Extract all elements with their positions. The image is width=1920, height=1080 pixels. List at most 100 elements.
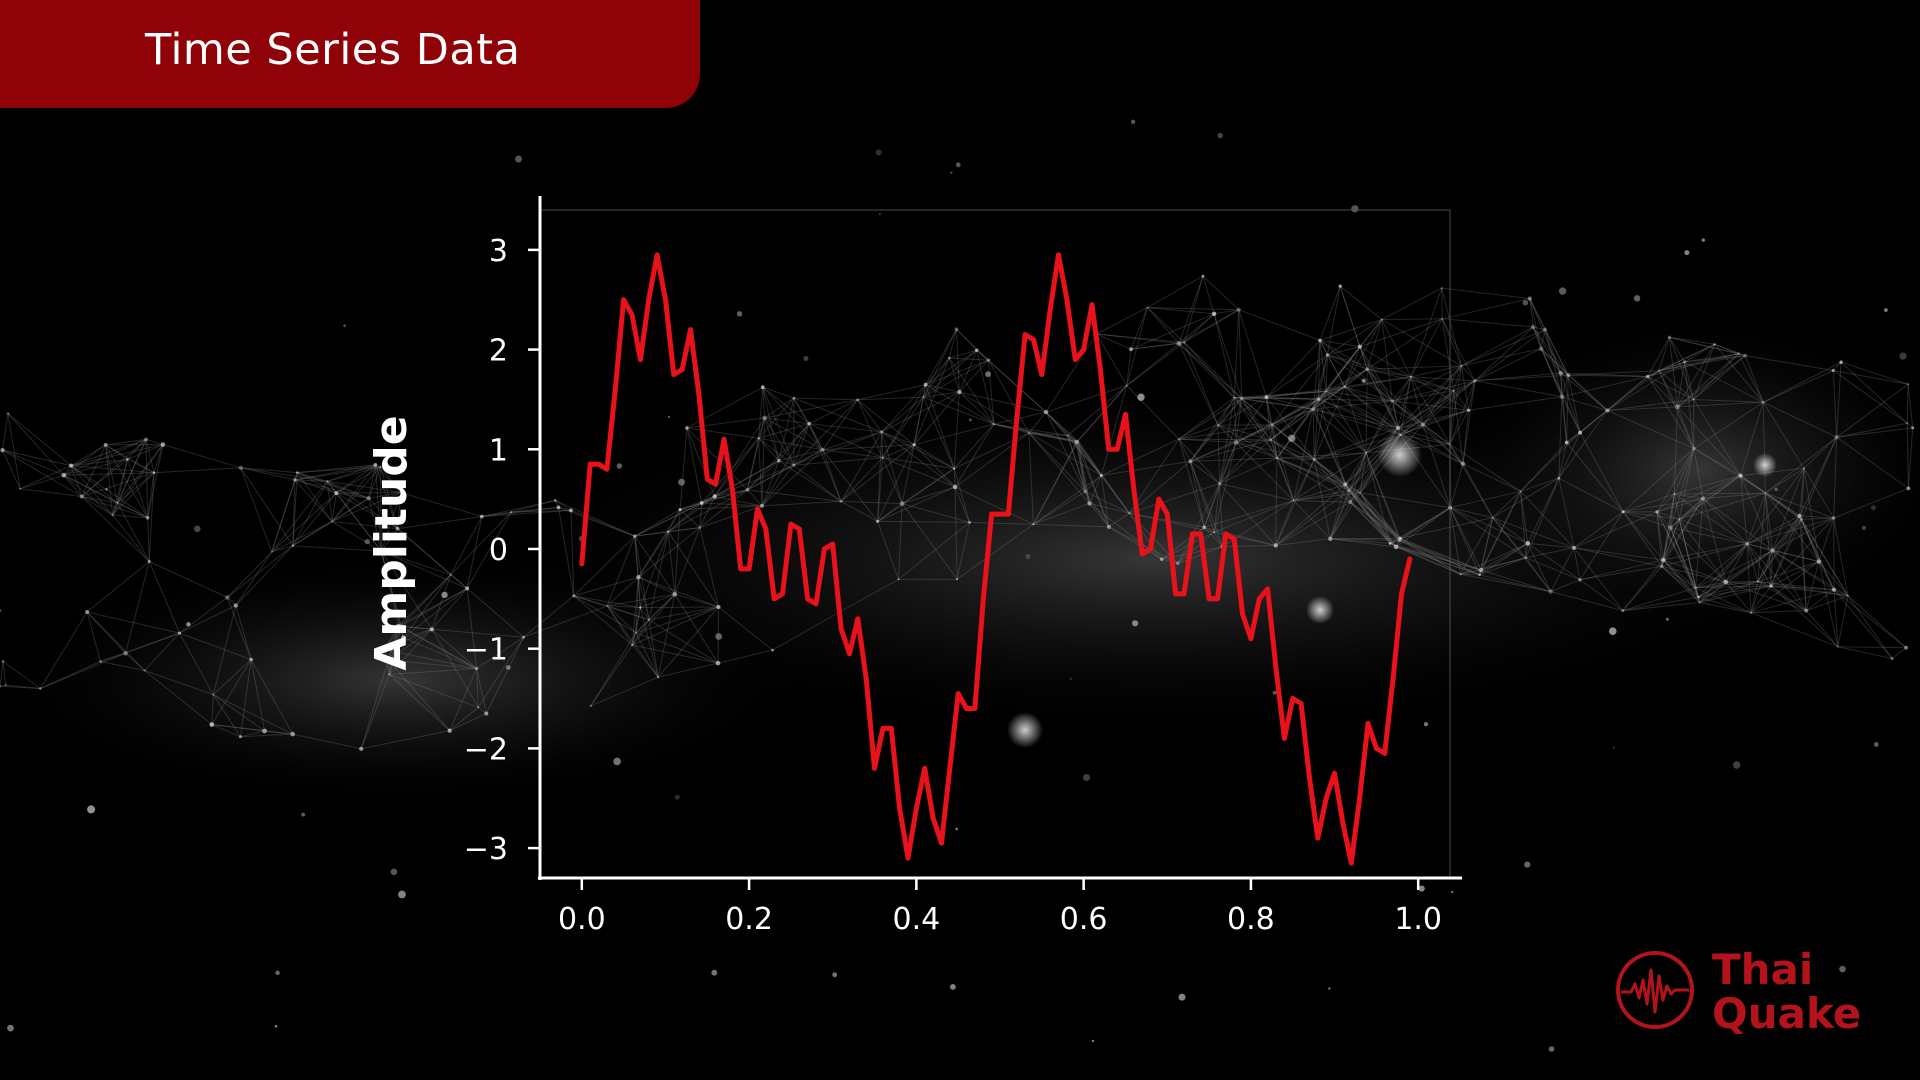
network-link <box>147 517 150 562</box>
network-link <box>380 466 402 493</box>
network-link <box>1397 427 1464 465</box>
network-link <box>297 466 381 474</box>
star-dot <box>1884 308 1888 312</box>
network-link <box>1567 375 1581 433</box>
network-link <box>1365 452 1391 544</box>
network-link <box>1474 374 1569 382</box>
network-link <box>1276 457 1361 494</box>
network-link <box>1693 399 1741 476</box>
network-link <box>1693 448 1766 494</box>
network-link <box>1800 437 1838 520</box>
network-node <box>839 500 843 503</box>
network-link <box>877 444 915 522</box>
network-link <box>1772 550 1807 611</box>
network-link <box>1532 326 1563 397</box>
network-link <box>1350 501 1400 541</box>
star-dot <box>1870 505 1876 511</box>
network-node <box>606 605 608 607</box>
data-point <box>1039 372 1045 377</box>
network-link <box>380 492 402 552</box>
network-link <box>485 636 525 714</box>
network-link <box>1028 411 1047 434</box>
data-point <box>872 765 877 771</box>
network-link <box>758 417 765 439</box>
network-link <box>747 489 842 502</box>
network-link <box>1544 329 1562 374</box>
network-link <box>1033 523 1109 528</box>
network-link <box>1178 309 1240 344</box>
network-link <box>211 724 265 732</box>
data-point <box>1190 531 1195 537</box>
network-node <box>1211 311 1217 316</box>
network-node <box>1074 440 1079 445</box>
network-link <box>383 625 399 650</box>
network-link <box>19 465 72 490</box>
network-link <box>476 668 487 714</box>
network-link <box>558 506 572 511</box>
network-link <box>71 458 128 467</box>
network-link <box>1762 361 1842 403</box>
network-node <box>1178 438 1180 440</box>
network-link <box>381 550 451 576</box>
network-link <box>0 684 6 687</box>
network-link <box>877 503 903 522</box>
network-link <box>481 511 512 517</box>
network-node <box>144 437 148 442</box>
network-link <box>1647 337 1670 377</box>
network-link <box>1765 492 1834 519</box>
network-link <box>1668 337 1686 363</box>
network-link <box>1540 348 1569 376</box>
network-link <box>240 730 265 738</box>
network-link <box>1101 460 1191 476</box>
star-dot <box>1272 690 1277 695</box>
network-link <box>1847 595 1907 649</box>
network-link <box>117 444 164 504</box>
network-link <box>1319 340 1328 356</box>
network-link <box>466 588 524 638</box>
network-link <box>793 457 883 466</box>
network-node <box>1655 510 1659 514</box>
network-link <box>1129 483 1220 514</box>
network-link <box>1891 647 1907 659</box>
network-node <box>1043 409 1049 415</box>
network-node <box>1832 587 1836 592</box>
network-link <box>1178 438 1220 484</box>
network-link <box>1270 408 1314 441</box>
network-link <box>1647 376 1678 408</box>
network-link <box>1344 386 1393 402</box>
x-tick-label: 0.2 <box>725 902 773 937</box>
network-link <box>1479 517 1494 575</box>
network-link <box>1365 369 1368 453</box>
network-link <box>638 577 650 620</box>
network-link <box>923 391 960 398</box>
star-dot <box>1423 722 1429 727</box>
network-node <box>1834 435 1839 440</box>
network-link <box>1770 550 1773 587</box>
network-link <box>913 397 924 445</box>
network-link <box>1325 390 1401 436</box>
network-link <box>397 492 402 529</box>
network-link <box>1075 442 1086 492</box>
network-link <box>808 423 883 459</box>
network-link <box>631 593 676 646</box>
network-link <box>778 423 810 462</box>
network-link <box>699 502 703 528</box>
network-link <box>1725 581 1772 587</box>
network-node <box>429 627 434 632</box>
star-dot <box>803 356 809 361</box>
network-link <box>387 637 404 661</box>
network-link <box>881 431 903 504</box>
network-node <box>1769 584 1773 588</box>
network-link <box>1344 319 1383 387</box>
network-link <box>1579 511 1624 581</box>
network-link <box>1532 326 1542 349</box>
network-link <box>1241 397 1314 410</box>
network-link <box>1319 340 1393 402</box>
network-node <box>1273 543 1278 548</box>
network-link <box>1234 396 1267 399</box>
network-node <box>1201 274 1205 278</box>
network-node <box>1347 489 1350 492</box>
network-node <box>1441 318 1443 320</box>
network-link <box>1234 397 1242 399</box>
network-link <box>112 444 164 516</box>
